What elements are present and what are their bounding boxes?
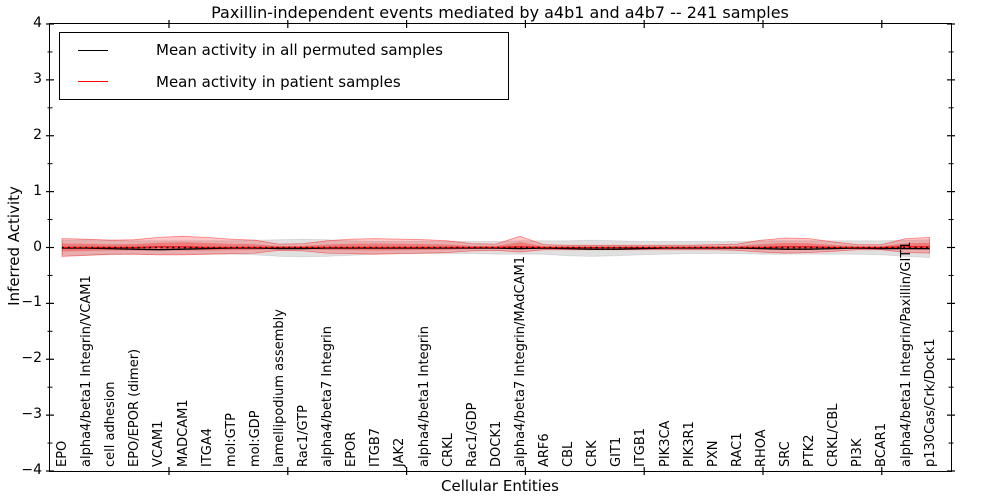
x-axis-label: Cellular Entities <box>441 477 559 495</box>
x-category-label: ITGB1 <box>633 427 649 467</box>
x-category-label: alpha4/beta7 Integrin <box>320 325 336 467</box>
x-category-label: PXN <box>705 440 721 467</box>
x-category-label: PIK3CA <box>657 420 673 467</box>
x-category-label: RAC1 <box>729 432 745 467</box>
x-category-label: BCAR1 <box>874 423 890 467</box>
x-category-label: alpha4/beta7 Integrin/MAdCAM1 <box>512 256 528 467</box>
y-tick-label: 1 <box>33 182 42 199</box>
x-category-label: CBL <box>561 441 577 467</box>
x-category-label: DOCK1 <box>488 420 504 467</box>
x-category-label: mol:GDP <box>247 410 263 467</box>
chart-canvas <box>46 20 955 475</box>
x-category-label: Rac1/GDP <box>464 402 480 467</box>
x-category-label: GIT1 <box>609 436 625 467</box>
x-category-label: SRC <box>778 441 793 467</box>
x-category-label: Rac1/GTP <box>296 405 311 467</box>
x-category-label: EPO/EPOR (dimer) <box>127 348 143 467</box>
chart-title: Paxillin-independent events mediated by … <box>211 3 789 22</box>
x-category-label: CRKL/CBL <box>826 403 842 468</box>
y-tick-label: −4 <box>21 462 42 478</box>
permuted-line-swatch <box>78 49 108 51</box>
patient-line-swatch <box>78 81 108 83</box>
y-tick-label: −1 <box>21 294 42 311</box>
plot-area: EPO alpha4/beta1 Integrin/VCAM1 cell adhes… <box>46 20 955 475</box>
legend-item-permuted: Mean activity in all permuted samples <box>60 36 508 64</box>
legend-label-permuted: Mean activity in all permuted samples <box>156 41 443 60</box>
x-category-label: alpha4/beta1 Integrin <box>416 325 432 467</box>
y-tick-label: 3 <box>33 70 42 87</box>
x-category-label: JAK2 <box>392 437 408 467</box>
y-tick-label: 0 <box>33 238 42 255</box>
x-category-label: mol:GTP <box>223 413 239 467</box>
x-category-label: RHOA <box>753 429 769 467</box>
y-tick-label: −2 <box>21 350 42 367</box>
x-category-label: EPOR <box>344 431 360 467</box>
x-category-label: ITGA4 <box>199 427 215 467</box>
x-category-label: ITGB7 <box>368 427 384 467</box>
legend: Mean activity in all permuted samples Me… <box>59 32 509 100</box>
x-category-label: EPO <box>55 440 70 467</box>
x-category-label: PTK2 <box>802 434 818 467</box>
x-category-label: alpha4/beta1 Integrin/Paxillin/GIT1 <box>898 241 914 467</box>
x-category-label: alpha4/beta1 Integrin/VCAM1 <box>79 275 95 467</box>
x-category-label: VCAM1 <box>151 420 167 467</box>
x-category-label: MADCAM1 <box>175 399 191 467</box>
x-category-label: CRKL <box>440 433 456 467</box>
x-category-label: lamellipodium assembly <box>271 309 287 467</box>
x-category-label: PI3K <box>850 438 866 467</box>
x-category-label: ARF6 <box>537 433 552 467</box>
y-tick-label: 2 <box>33 126 42 143</box>
y-tick-label: 4 <box>33 15 42 31</box>
legend-item-patient: Mean activity in patient samples <box>60 68 508 96</box>
patient-std-band-outer <box>61 235 930 257</box>
x-category-label: CRK <box>585 440 601 467</box>
x-category-label: p130Cas/Crk/Dock1 <box>922 338 938 467</box>
legend-label-patient: Mean activity in patient samples <box>156 72 401 91</box>
x-category-label: cell adhesion <box>103 381 119 467</box>
x-category-label: PIK3R1 <box>681 421 697 467</box>
patient-mean-line <box>62 246 930 249</box>
y-tick-label: −3 <box>21 406 42 423</box>
